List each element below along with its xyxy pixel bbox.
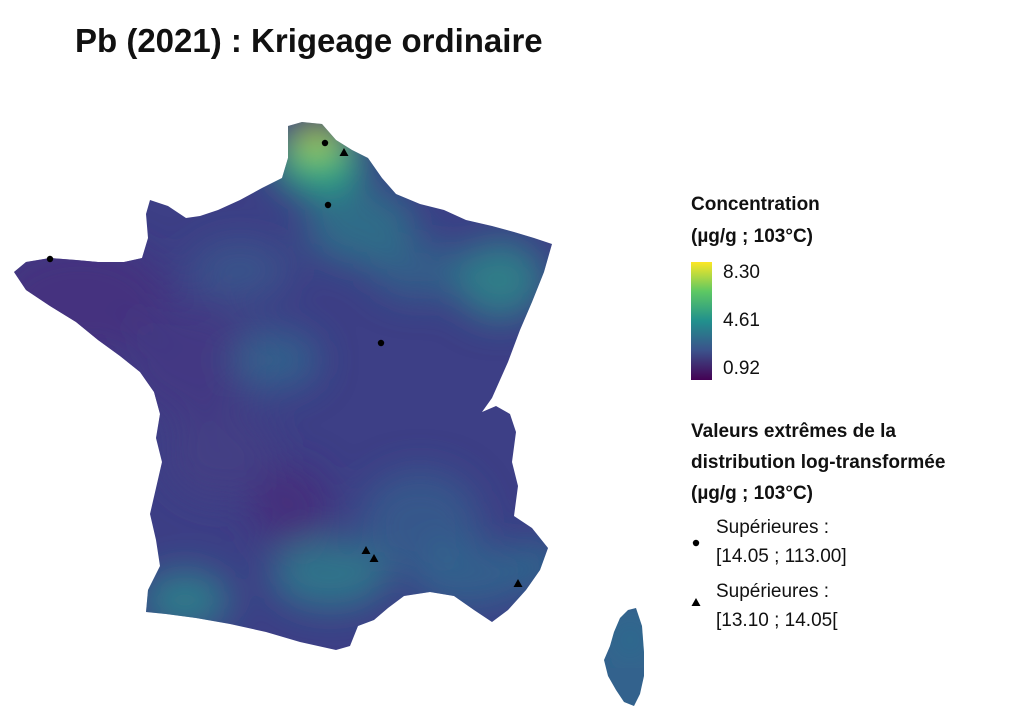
high-value-circle-marker (324, 201, 332, 209)
map (14, 122, 644, 706)
extremes-legend-title-line3: (µg/g ; 103°C) (691, 483, 813, 504)
colorbar-mid-label: 4.61 (723, 310, 760, 331)
extreme-points (46, 139, 523, 587)
extremes-legend-title-line1: Valeurs extrêmes de la (691, 421, 896, 442)
colorbar (691, 262, 712, 380)
triangle-symbol-icon (691, 598, 701, 606)
circle-symbol-icon (692, 539, 700, 547)
triangle-legend-label-line1: Supérieures : (716, 581, 830, 602)
high-value-triangle-marker (339, 148, 349, 156)
high-value-circle-marker (377, 339, 385, 347)
concentration-legend-title-line2: (µg/g ; 103°C) (691, 226, 813, 247)
high-value-circle-marker (321, 139, 329, 147)
concentration-legend-title-line1: Concentration (691, 194, 820, 215)
colorbar-max-label: 8.30 (723, 262, 760, 283)
france-region (14, 122, 552, 650)
high-value-triangle-marker (361, 546, 371, 554)
high-value-triangle-marker (513, 579, 523, 587)
page-title: Pb (2021) : Krigeage ordinaire (75, 22, 543, 59)
circle-legend-label-line1: Supérieures : (716, 517, 830, 538)
colorbar-min-label: 0.92 (723, 358, 760, 379)
corsica-region (604, 608, 644, 706)
extremes-legend-title-line2: distribution log-transformée (691, 452, 946, 473)
circle-legend-label-line2: [14.05 ; 113.00] (716, 546, 847, 567)
high-value-triangle-marker (369, 554, 379, 562)
high-value-circle-marker (46, 255, 54, 263)
triangle-legend-label-line2: [13.10 ; 14.05[ (716, 610, 838, 631)
